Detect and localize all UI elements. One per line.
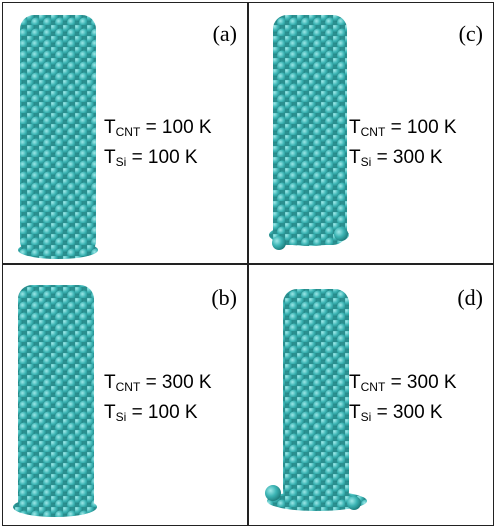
panel-label: (b) <box>211 285 237 311</box>
symbol: T <box>349 147 361 168</box>
symbol: T <box>349 372 361 393</box>
value: = 100 K <box>391 117 457 138</box>
temp-line: TSi = 300 K <box>349 398 443 432</box>
panel-label: (d) <box>457 285 483 311</box>
temp-line: TCNT = 100 K <box>104 113 212 147</box>
temp-line: TSi = 100 K <box>104 143 198 177</box>
subscript: CNT <box>116 380 141 394</box>
temp-line: TCNT = 100 K <box>349 113 457 147</box>
symbol: T <box>104 372 116 393</box>
subscript: Si <box>361 155 372 169</box>
value: = 300 K <box>377 402 443 423</box>
temp-line: TCNT = 300 K <box>104 368 212 402</box>
subscript: CNT <box>361 380 386 394</box>
subscript: CNT <box>116 125 141 139</box>
panel: (c) TCNT = 100 K TSi = 300 K <box>248 2 494 264</box>
symbol: T <box>104 402 116 423</box>
panel: (b) TCNT = 300 K TSi = 100 K <box>2 264 248 526</box>
symbol: T <box>349 402 361 423</box>
panel: (d) TCNT = 300 K TSi = 300 K <box>248 264 494 526</box>
value: = 100 K <box>132 147 198 168</box>
value: = 100 K <box>132 402 198 423</box>
value: = 300 K <box>146 372 212 393</box>
subscript: CNT <box>361 125 386 139</box>
figure: (a) TCNT = 100 K TSi = 100 K (c) TCNT = … <box>0 0 496 529</box>
value: = 100 K <box>146 117 212 138</box>
value: = 300 K <box>391 372 457 393</box>
subscript: Si <box>361 410 372 424</box>
value: = 300 K <box>377 147 443 168</box>
panel-label: (c) <box>459 21 483 47</box>
temp-line: TCNT = 300 K <box>349 368 457 402</box>
symbol: T <box>104 117 116 138</box>
subscript: Si <box>116 155 127 169</box>
temp-line: TSi = 100 K <box>104 398 198 432</box>
panel-label: (a) <box>213 21 237 47</box>
temp-line: TSi = 300 K <box>349 143 443 177</box>
symbol: T <box>349 117 361 138</box>
subscript: Si <box>116 410 127 424</box>
symbol: T <box>104 147 116 168</box>
panel: (a) TCNT = 100 K TSi = 100 K <box>2 2 248 264</box>
